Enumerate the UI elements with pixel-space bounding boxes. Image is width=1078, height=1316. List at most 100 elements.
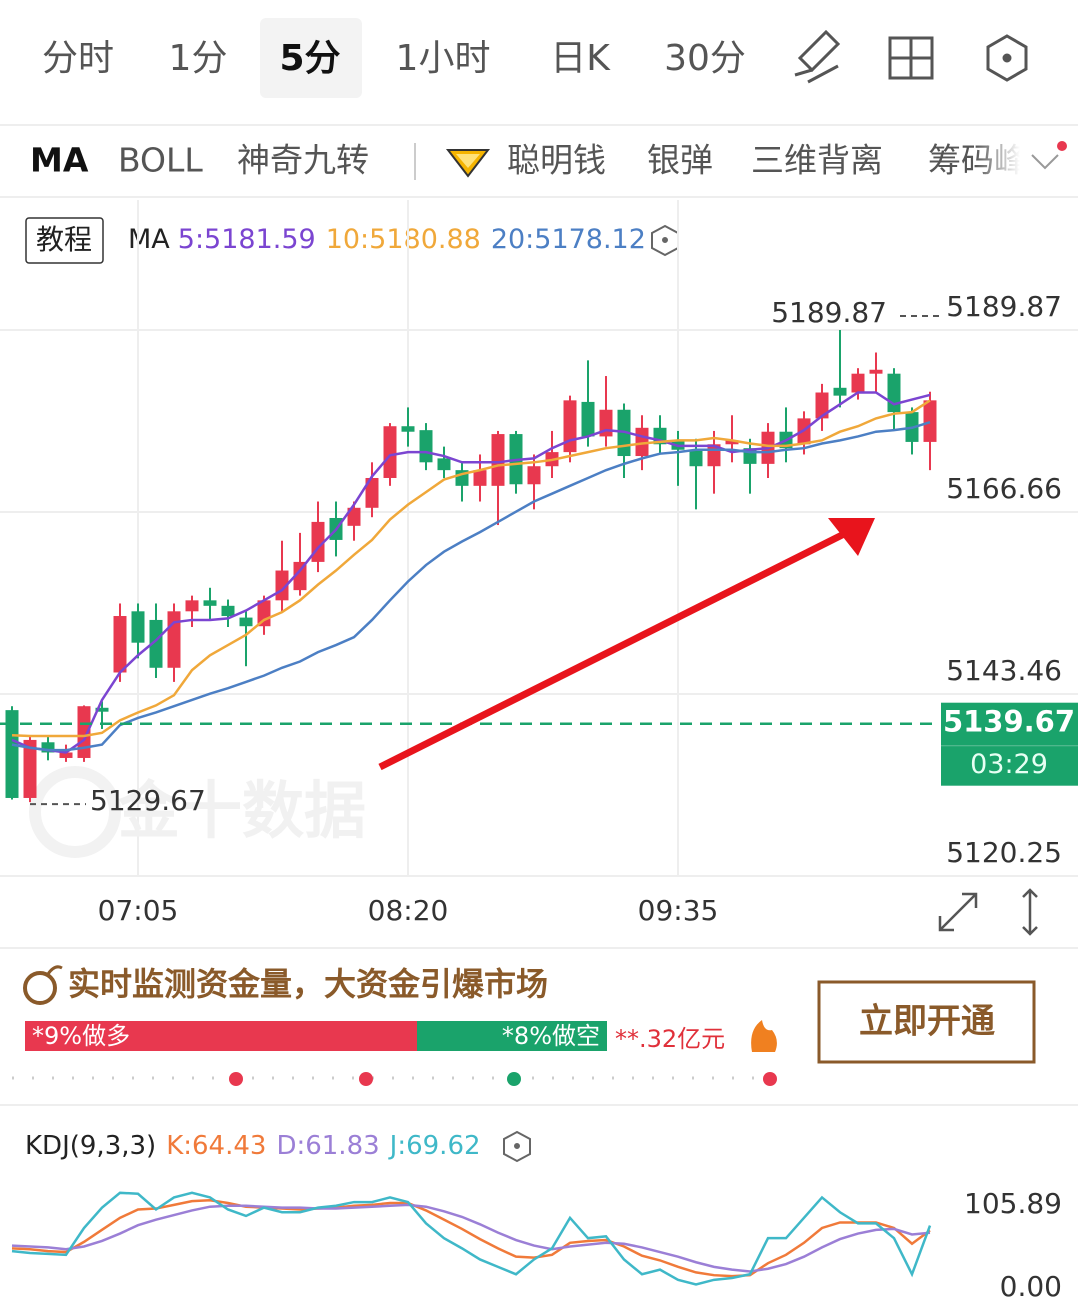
tutorial-box[interactable] xyxy=(25,217,104,264)
y-tick-label: 5120.25 xyxy=(946,836,1062,869)
countdown: 03:29 xyxy=(970,749,1048,780)
draw-icon[interactable] xyxy=(794,29,841,84)
candle-body xyxy=(239,617,253,627)
legend-label: 5: xyxy=(178,224,204,255)
ma-line xyxy=(11,391,931,754)
main-chart: 07:05 08:20 09:35 5120.25 5143.46 5166.66 5189… xyxy=(0,200,1078,927)
kdj-line xyxy=(11,1198,931,1278)
candle-body xyxy=(167,611,181,668)
active-tab-bg xyxy=(260,18,362,98)
candle-body xyxy=(131,611,145,643)
tab[interactable]: 1分 xyxy=(169,38,228,79)
x-tick-label: 09:35 xyxy=(638,894,719,927)
y-tick-label: 5189.87 xyxy=(946,290,1062,323)
candle-body xyxy=(851,373,865,393)
open-button[interactable] xyxy=(817,980,1036,1064)
candle-body xyxy=(95,707,109,712)
candle-body xyxy=(887,373,901,413)
candle-body xyxy=(383,426,397,478)
legend-label: 20: xyxy=(491,224,534,255)
legend-label: K: xyxy=(166,1131,192,1161)
candle-body xyxy=(491,434,505,486)
indicator[interactable]: 聪明钱 xyxy=(507,141,606,180)
candle-body xyxy=(581,401,595,437)
fade xyxy=(975,132,1020,192)
legend-value: 61.83 xyxy=(305,1131,379,1161)
fullscreen-icon[interactable] xyxy=(938,892,978,932)
diamond-icon xyxy=(445,149,491,178)
candle-body xyxy=(293,561,307,591)
candle-body xyxy=(419,430,433,463)
event-dot xyxy=(507,1072,521,1086)
indicator[interactable]: 神奇九转 xyxy=(237,141,369,180)
indicator-bar: MABOLL神奇九转聪明钱银弹三维背离筹码峰 xyxy=(30,141,1020,180)
indicator[interactable]: MA xyxy=(30,141,89,180)
legend-value: 69.62 xyxy=(406,1131,480,1161)
badge-dot xyxy=(1057,141,1067,151)
legend-value: 5181.59 xyxy=(204,224,316,255)
long-bar xyxy=(25,1021,417,1051)
legend-value: 5178.12 xyxy=(534,224,646,255)
indicator[interactable]: BOLL xyxy=(118,141,203,180)
legend-title: MA xyxy=(128,224,170,255)
candle-body xyxy=(401,426,415,432)
candle-body xyxy=(689,449,703,467)
scale-icon[interactable] xyxy=(1022,888,1038,936)
candle-body xyxy=(923,400,937,442)
open-button-label[interactable]: 立即开通 xyxy=(859,1002,995,1042)
ma-legend: MA 5:5181.59 10:5180.88 20:5178.12 xyxy=(128,224,646,255)
ma-settings-icon[interactable] xyxy=(651,224,679,257)
candle-body xyxy=(77,706,91,758)
event-dot xyxy=(229,1072,243,1086)
flame-icon xyxy=(751,1020,777,1052)
y-tick-label: 5143.46 xyxy=(946,654,1062,687)
legend-label: 10: xyxy=(326,224,369,255)
x-tick-label: 08:20 xyxy=(368,894,449,927)
candle-body xyxy=(869,369,883,374)
tab-bar: 分时 1分 5分 1小时 日K 30分 xyxy=(42,38,746,79)
settings-icon[interactable] xyxy=(986,34,1028,82)
short-label: *8%做空 xyxy=(502,1022,600,1050)
indicator[interactable]: 三维背离 xyxy=(751,141,883,180)
candle-body xyxy=(41,742,55,753)
tab[interactable]: 30分 xyxy=(664,38,746,79)
kdj-settings-icon[interactable] xyxy=(503,1130,531,1163)
candle-body xyxy=(113,616,127,673)
amount: **.32亿元 xyxy=(615,1025,725,1053)
candle-body xyxy=(725,440,739,445)
event-dot xyxy=(763,1072,777,1086)
candle-body xyxy=(437,458,451,471)
kdj-line xyxy=(11,1203,931,1273)
kdj-title: KDJ(9,3,3) xyxy=(25,1131,156,1161)
candle-body xyxy=(5,710,19,798)
tab[interactable]: 5分 xyxy=(279,38,340,79)
candle-body xyxy=(833,387,847,396)
promo-title: 实时监测资金量，大资金引爆市场 xyxy=(68,965,548,1003)
tutorial[interactable]: 教程 xyxy=(36,223,92,256)
low-marker: 5129.67 xyxy=(90,784,206,817)
indicator[interactable]: 银弹 xyxy=(647,141,713,180)
tab[interactable]: 1小时 xyxy=(396,38,491,79)
event-dot xyxy=(359,1072,373,1086)
tab[interactable]: 日K xyxy=(550,38,611,79)
tab[interactable]: 分时 xyxy=(42,38,114,79)
candle-body xyxy=(149,619,163,668)
x-tick-label: 07:05 xyxy=(98,894,179,927)
candle-body xyxy=(473,470,487,486)
candle-body xyxy=(365,477,379,508)
y-tick-label: 105.89 xyxy=(964,1187,1062,1220)
legend-label: D: xyxy=(276,1131,305,1161)
legend-label: J: xyxy=(388,1131,406,1161)
more-chevron[interactable] xyxy=(1031,154,1059,170)
candle-body xyxy=(563,400,577,453)
kdj-legend: KDJ(9,3,3) K:64.43 D:61.83 J:69.62 xyxy=(25,1131,481,1161)
layout-icon[interactable] xyxy=(888,36,934,80)
bomb-icon xyxy=(23,965,63,1005)
trend-arrow xyxy=(378,518,875,771)
long-label: *9%做多 xyxy=(32,1022,130,1050)
y-tick-label: 0.00 xyxy=(1000,1270,1062,1303)
kdj-line xyxy=(11,1191,932,1286)
legend-value: 5180.88 xyxy=(369,224,481,255)
